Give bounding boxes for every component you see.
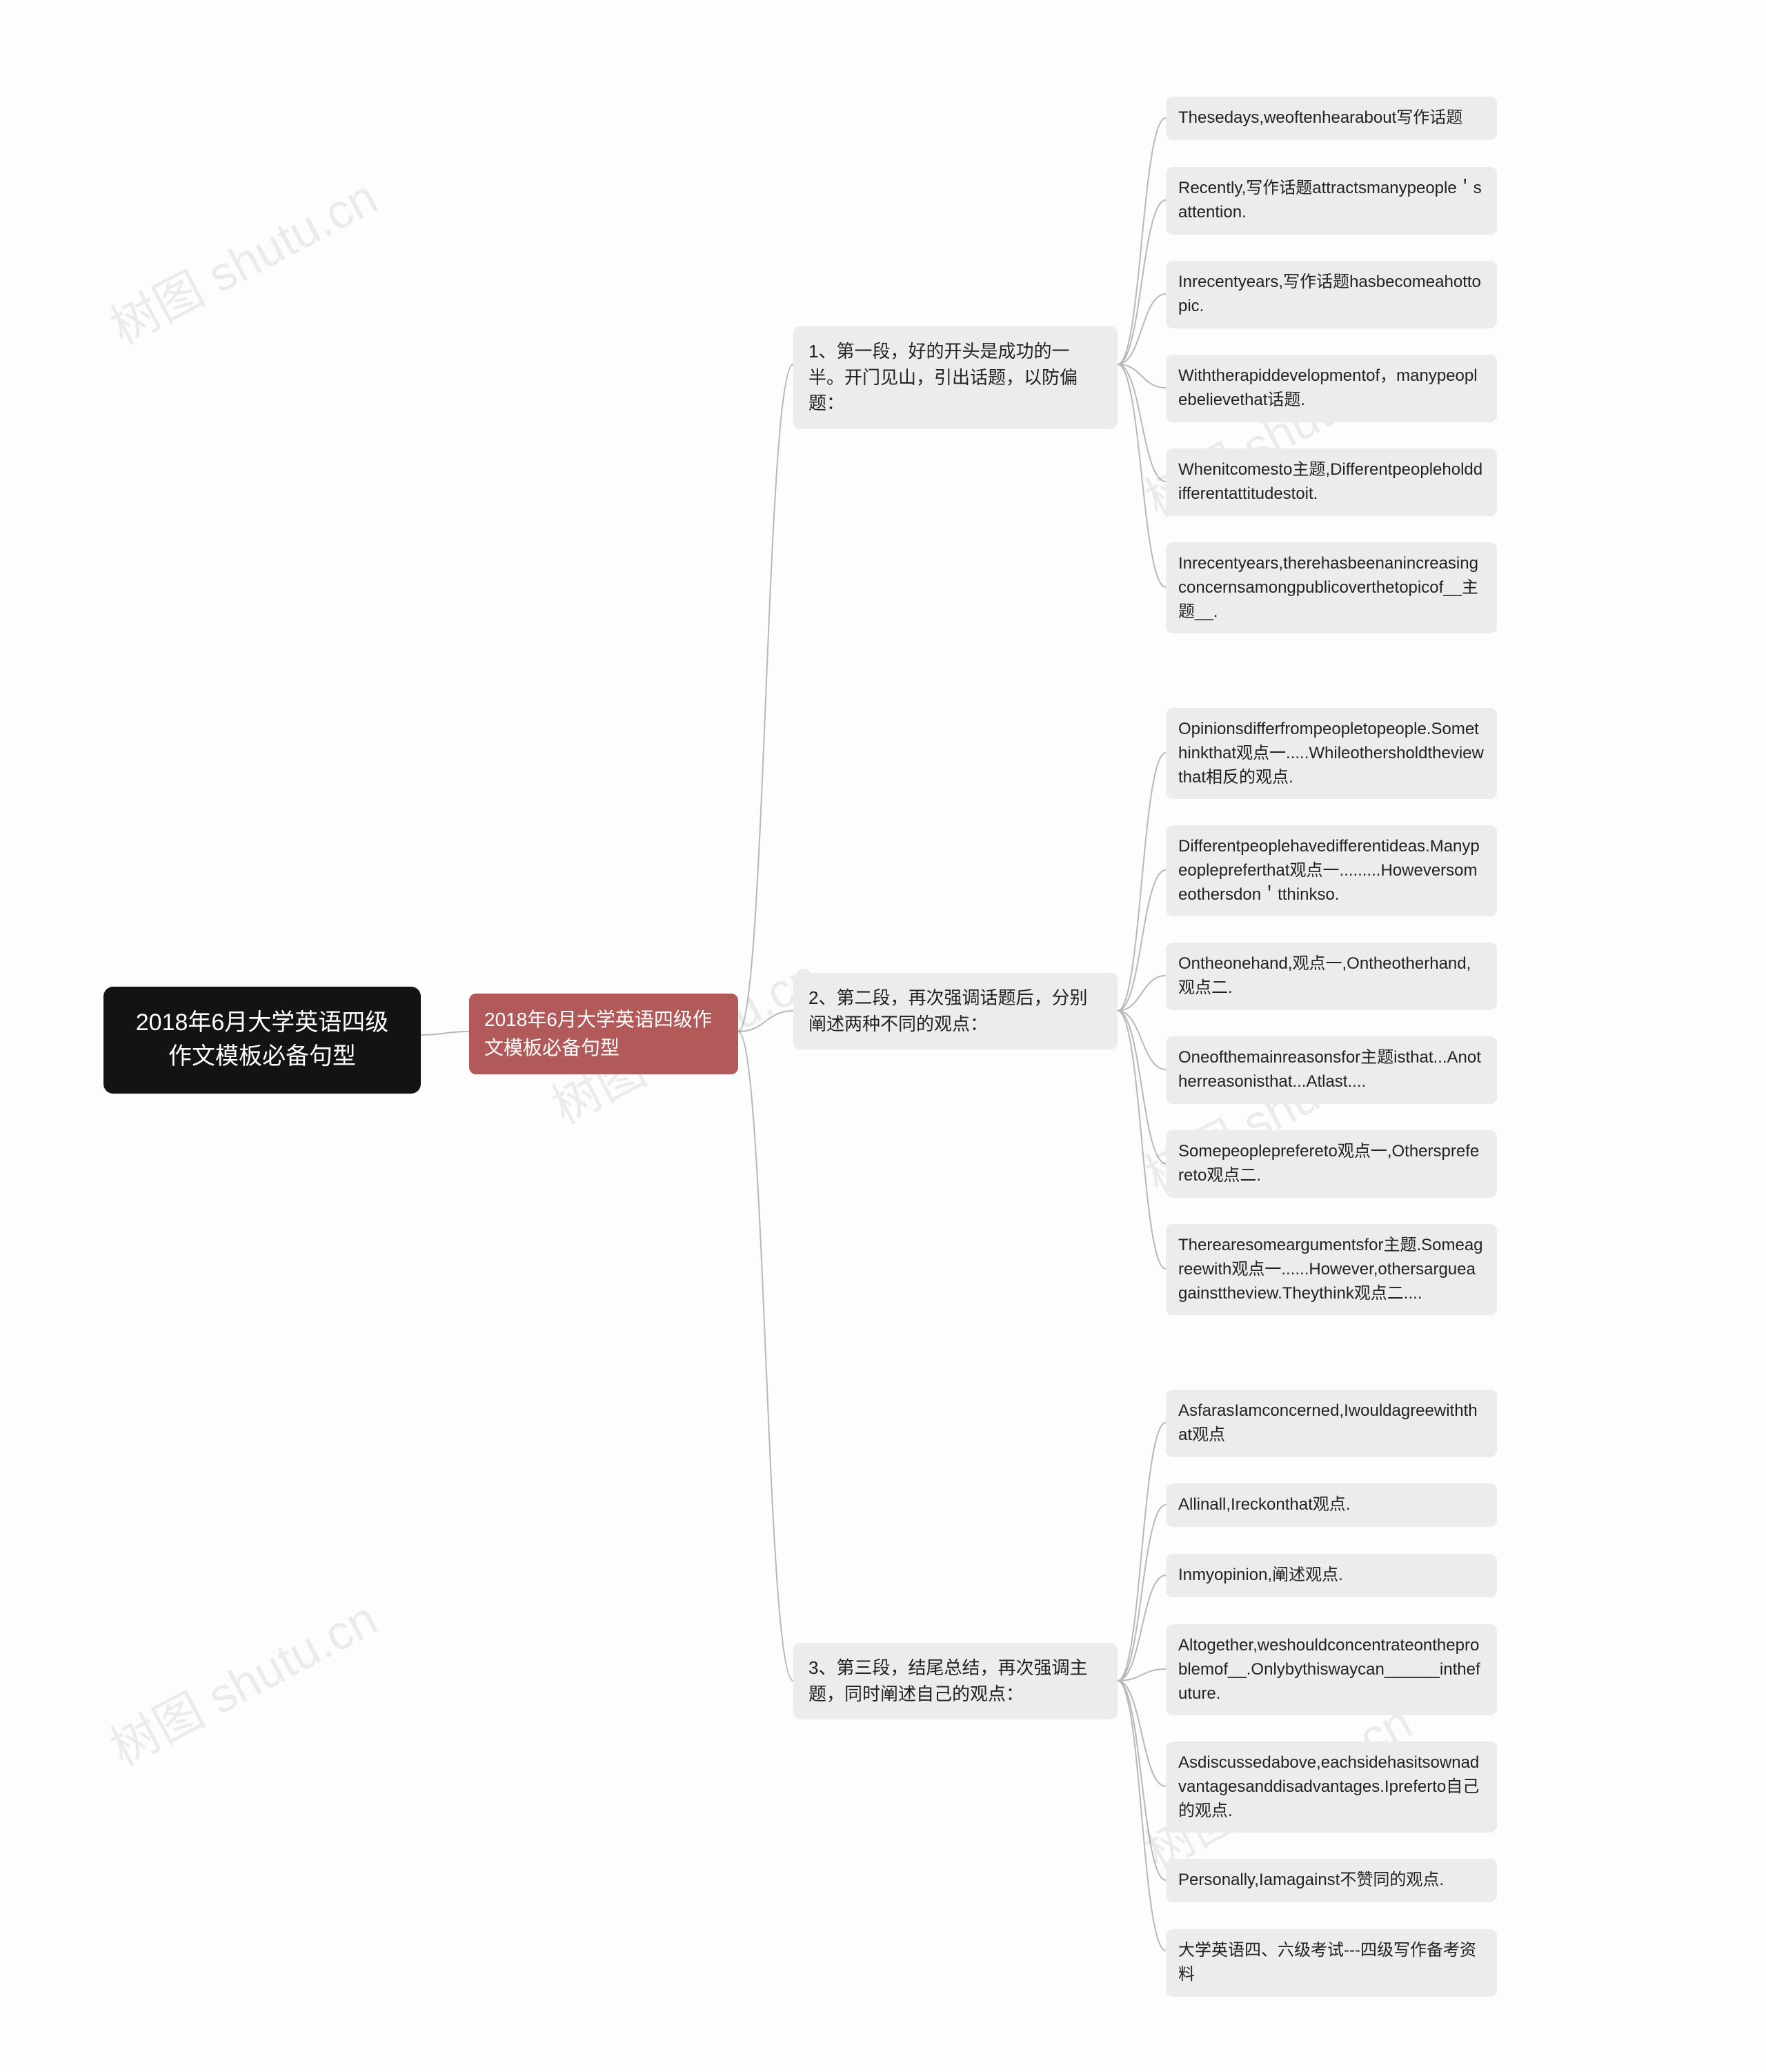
leaf-label: 大学英语四、六级考试---四级写作备考资料 (1178, 1941, 1476, 1984)
sub-root-label: 2018年6月大学英语四级作文模板必备句型 (484, 1009, 712, 1058)
leaf-node[interactable]: Altogether,weshouldconcentrateontheprobl… (1166, 1624, 1497, 1715)
leaf-node[interactable]: Allinall,Ireckonthat观点. (1166, 1483, 1497, 1527)
leaf-node[interactable]: Inrecentyears,写作话题hasbecomeahottopic. (1166, 261, 1497, 328)
root-node[interactable]: 2018年6月大学英语四级作文模板必备句型 (103, 987, 421, 1094)
leaf-node[interactable]: Somepeopleprefereto观点一,Othersprefereto观点… (1166, 1130, 1497, 1198)
leaf-node[interactable]: Differentpeoplehavedifferentideas.Manype… (1166, 825, 1497, 916)
leaf-label: Opinionsdifferfrompeopletopeople.Somethi… (1178, 720, 1484, 787)
leaf-node[interactable]: Inrecentyears,therehasbeenanincreasingco… (1166, 542, 1497, 633)
leaf-label: Personally,Iamagainst不赞同的观点. (1178, 1871, 1444, 1889)
leaf-label: Thesedays,weoftenhearabout写作话题 (1178, 108, 1462, 127)
leaf-label: Recently,写作话题attractsmanypeople＇sattenti… (1178, 179, 1482, 221)
leaf-node[interactable]: AsfarasIamconcerned,Iwouldagreewiththat观… (1166, 1390, 1497, 1457)
leaf-label: Inrecentyears,therehasbeenanincreasingco… (1178, 554, 1478, 621)
root-label: 2018年6月大学英语四级作文模板必备句型 (136, 1009, 389, 1069)
mindmap-canvas: 树图 shutu.cn树图 shutu.cn树图 shutu.cn树图 shut… (0, 0, 1766, 2072)
section-node[interactable]: 1、第一段，好的开头是成功的一半。开门见山，引出话题，以防偏题： (793, 326, 1118, 429)
watermark: 树图 shutu.cn (97, 1581, 388, 1779)
leaf-node[interactable]: Opinionsdifferfrompeopletopeople.Somethi… (1166, 708, 1497, 799)
leaf-label: Allinall,Ireckonthat观点. (1178, 1495, 1350, 1514)
leaf-label: Differentpeoplehavedifferentideas.Manype… (1178, 837, 1480, 904)
section-node[interactable]: 3、第三段，结尾总结，再次强调主题，同时阐述自己的观点： (793, 1643, 1118, 1719)
leaf-label: Inmyopinion,阐述观点. (1178, 1566, 1343, 1584)
leaf-node[interactable]: Inmyopinion,阐述观点. (1166, 1554, 1497, 1597)
leaf-label: AsfarasIamconcerned,Iwouldagreewiththat观… (1178, 1401, 1478, 1444)
leaf-node[interactable]: Oneofthemainreasonsfor主题isthat...Another… (1166, 1036, 1497, 1104)
section-node[interactable]: 2、第二段，再次强调话题后，分别阐述两种不同的观点： (793, 973, 1118, 1049)
leaf-label: Oneofthemainreasonsfor主题isthat...Another… (1178, 1048, 1481, 1091)
leaf-node[interactable]: Whenitcomesto主题,Differentpeopleholddiffe… (1166, 448, 1497, 516)
section-label: 2、第二段，再次强调话题后，分别阐述两种不同的观点： (808, 987, 1087, 1034)
section-label: 3、第三段，结尾总结，再次强调主题，同时阐述自己的观点： (808, 1657, 1087, 1704)
leaf-node[interactable]: Personally,Iamagainst不赞同的观点. (1166, 1859, 1497, 1902)
watermark: 树图 shutu.cn (97, 159, 388, 358)
leaf-label: Altogether,weshouldconcentrateontheprobl… (1178, 1636, 1480, 1703)
leaf-node[interactable]: Asdiscussedabove,eachsidehasitsownadvant… (1166, 1742, 1497, 1833)
sub-root-node[interactable]: 2018年6月大学英语四级作文模板必备句型 (469, 994, 738, 1074)
leaf-label: Asdiscussedabove,eachsidehasitsownadvant… (1178, 1753, 1479, 1820)
leaf-label: Inrecentyears,写作话题hasbecomeahottopic. (1178, 273, 1481, 315)
leaf-label: Therearesomeargumentsfor主题.Someagreewith… (1178, 1236, 1483, 1303)
section-label: 1、第一段，好的开头是成功的一半。开门见山，引出话题，以防偏题： (808, 341, 1078, 413)
leaf-label: Withtherapiddevelopmentof，manypeoplebeli… (1178, 366, 1478, 409)
leaf-label: Somepeopleprefereto观点一,Othersprefereto观点… (1178, 1142, 1479, 1185)
leaf-label: Whenitcomesto主题,Differentpeopleholddiffe… (1178, 460, 1482, 503)
leaf-label: Ontheonehand,观点一,Ontheotherhand,观点二. (1178, 954, 1471, 997)
leaf-node[interactable]: Ontheonehand,观点一,Ontheotherhand,观点二. (1166, 943, 1497, 1010)
leaf-node[interactable]: Recently,写作话题attractsmanypeople＇sattenti… (1166, 167, 1497, 235)
leaf-node[interactable]: 大学英语四、六级考试---四级写作备考资料 (1166, 1929, 1497, 1997)
leaf-node[interactable]: Withtherapiddevelopmentof，manypeoplebeli… (1166, 355, 1497, 422)
leaf-node[interactable]: Therearesomeargumentsfor主题.Someagreewith… (1166, 1224, 1497, 1315)
leaf-node[interactable]: Thesedays,weoftenhearabout写作话题 (1166, 97, 1497, 140)
